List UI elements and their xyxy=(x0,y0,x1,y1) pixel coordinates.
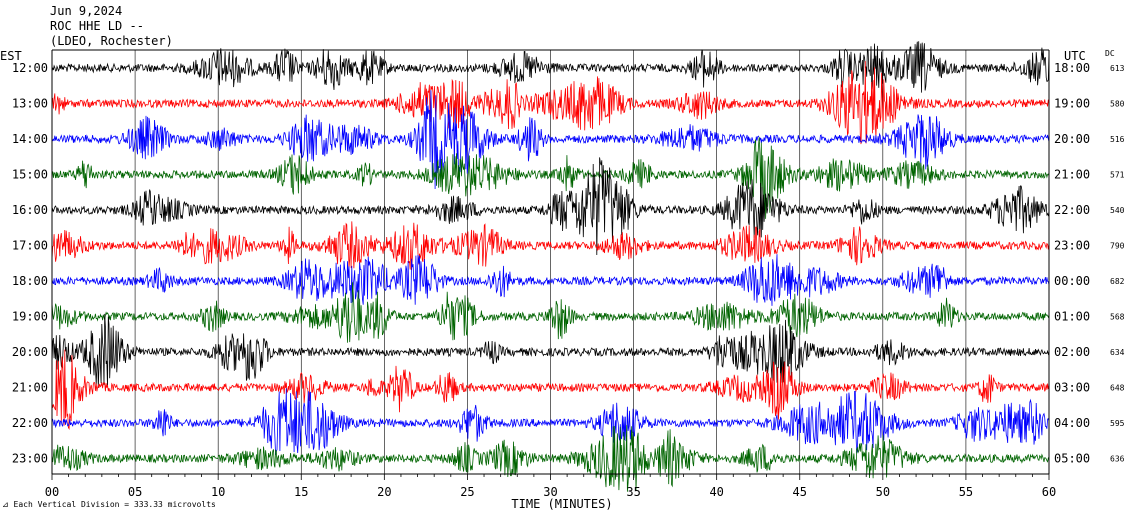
utc-hour-label: 22:00 xyxy=(1054,203,1090,217)
vertical-division-note: ⊿ Each Vertical Division = 333.33 microv… xyxy=(2,500,216,509)
location-title: (LDEO, Rochester) xyxy=(50,34,173,48)
x-tick-label: 35 xyxy=(626,485,640,499)
x-tick-label: 55 xyxy=(959,485,973,499)
chart-labels: 12:00 18:00 613 13:00 19:00 580 14:00 20:00 516 1… xyxy=(0,49,1125,511)
dc-offset-label: 568 xyxy=(1110,313,1125,322)
est-hour-label: 23:00 xyxy=(12,452,48,466)
dc-offset-label: 636 xyxy=(1110,455,1125,464)
x-tick-label: 50 xyxy=(876,485,890,499)
est-hour-label: 18:00 xyxy=(12,274,48,288)
utc-timezone-label: UTC xyxy=(1064,49,1086,63)
chart-axes xyxy=(51,49,1050,480)
utc-hour-label: 23:00 xyxy=(1054,239,1090,253)
division-icon: ⊿ xyxy=(2,500,9,509)
est-hour-label: 19:00 xyxy=(12,310,48,324)
trace-line xyxy=(51,313,1050,388)
x-tick-label: 20 xyxy=(377,485,391,499)
est-hour-label: 16:00 xyxy=(12,203,48,217)
date-title: Jun 9,2024 xyxy=(50,4,123,18)
utc-hour-label: 02:00 xyxy=(1054,345,1090,359)
trace-line xyxy=(51,137,1050,219)
trace-line xyxy=(51,254,1050,306)
utc-hour-label: 21:00 xyxy=(1054,168,1090,182)
trace-line xyxy=(51,61,1050,145)
dc-offset-label: 634 xyxy=(1110,348,1125,357)
x-tick-label: 00 xyxy=(45,485,59,499)
x-tick-label: 05 xyxy=(128,485,142,499)
dc-offset-label: 682 xyxy=(1110,277,1125,286)
utc-hour-label: 19:00 xyxy=(1054,97,1090,111)
utc-hour-label: 04:00 xyxy=(1054,416,1090,430)
x-tick-label: 40 xyxy=(709,485,723,499)
dc-offset-label: 648 xyxy=(1110,384,1125,393)
trace-line xyxy=(51,425,1050,492)
x-tick-label: 45 xyxy=(793,485,807,499)
dc-offset-label: 580 xyxy=(1110,100,1125,109)
est-hour-label: 21:00 xyxy=(12,381,48,395)
x-tick-label: 30 xyxy=(543,485,557,499)
est-hour-label: 13:00 xyxy=(12,97,48,111)
dc-column-label: DC xyxy=(1105,49,1115,58)
trace-line xyxy=(51,388,1050,455)
utc-hour-label: 01:00 xyxy=(1054,310,1090,324)
utc-hour-label: 03:00 xyxy=(1054,381,1090,395)
x-axis-title: TIME (MINUTES) xyxy=(511,497,612,511)
x-tick-label: 25 xyxy=(460,485,474,499)
est-timezone-label: EST xyxy=(0,49,22,63)
x-tick-label: 60 xyxy=(1042,485,1056,499)
est-hour-label: 12:00 xyxy=(12,61,48,75)
dc-offset-label: 613 xyxy=(1110,64,1125,73)
est-hour-label: 14:00 xyxy=(12,132,48,146)
est-hour-label: 15:00 xyxy=(12,168,48,182)
trace-line xyxy=(51,90,1050,190)
trace-line xyxy=(51,282,1050,343)
est-hour-label: 22:00 xyxy=(12,416,48,430)
trace-line xyxy=(51,157,1050,256)
vertical-division-text: Each Vertical Division = 333.33 microvol… xyxy=(13,500,216,509)
dc-offset-label: 516 xyxy=(1110,135,1125,144)
dc-offset-label: 790 xyxy=(1110,242,1125,251)
utc-hour-label: 18:00 xyxy=(1054,61,1090,75)
chart-traces xyxy=(51,41,1050,492)
trace-line xyxy=(51,221,1050,271)
x-tick-label: 15 xyxy=(294,485,308,499)
station-title: ROC HHE LD -- xyxy=(50,19,144,33)
est-hour-label: 20:00 xyxy=(12,345,48,359)
dc-offset-label: 540 xyxy=(1110,206,1125,215)
utc-hour-label: 00:00 xyxy=(1054,274,1090,288)
trace-line xyxy=(51,349,1050,430)
dc-offset-label: 595 xyxy=(1110,419,1125,428)
utc-hour-label: 05:00 xyxy=(1054,452,1090,466)
x-tick-label: 10 xyxy=(211,485,225,499)
utc-hour-label: 20:00 xyxy=(1054,132,1090,146)
trace-line xyxy=(51,41,1050,93)
dc-offset-label: 571 xyxy=(1110,171,1125,180)
est-hour-label: 17:00 xyxy=(12,239,48,253)
